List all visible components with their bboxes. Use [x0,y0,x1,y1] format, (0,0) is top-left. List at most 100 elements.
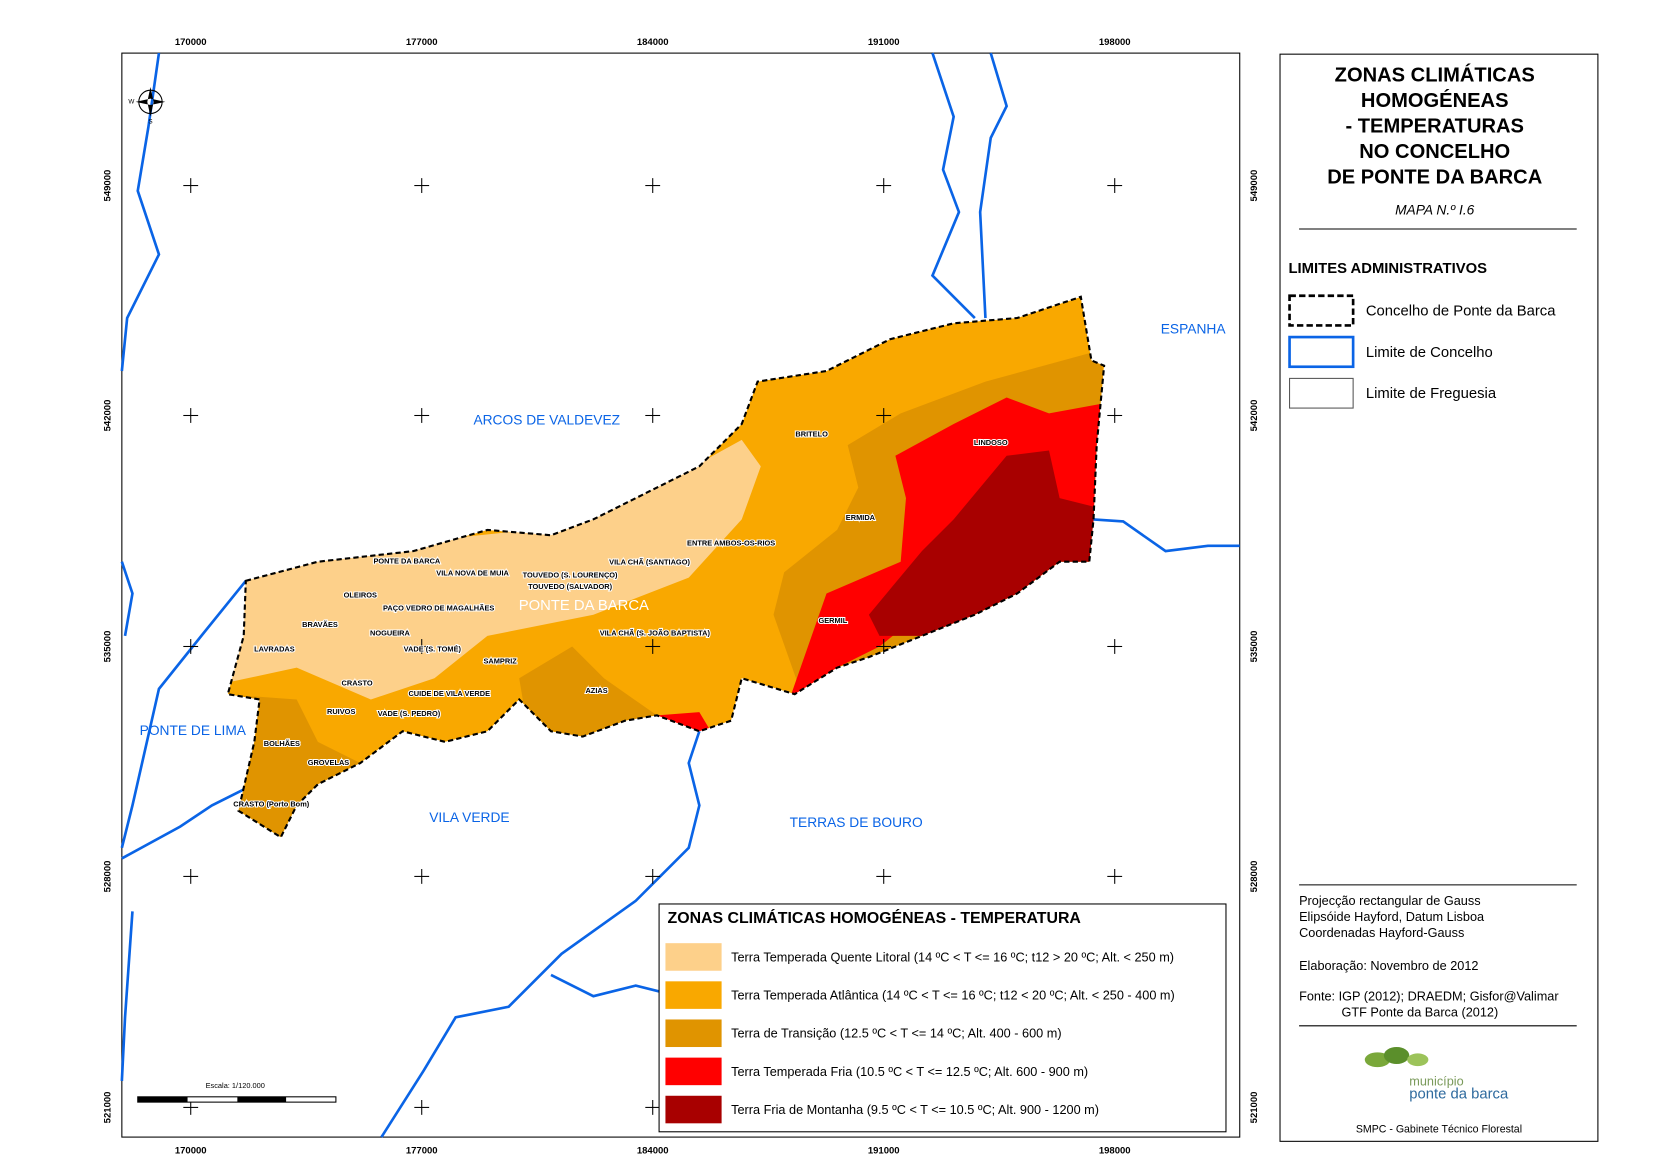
parish-label: LINDOSO [974,438,1008,447]
scale-bar: Escala: 1/120.000 [137,1081,337,1103]
region-label: TERRAS DE BOURO [790,815,923,830]
panel-title: - TEMPERATURAS [1345,116,1524,138]
zone-legend-label: Terra de Transição (12.5 ºC < T <= 14 ºC… [731,1026,1061,1041]
region-label: ESPANHA [1161,321,1227,336]
parish-label: RUIVOS [327,707,355,716]
y-coord-label: 521000 [1249,1092,1260,1124]
y-coord-label: 528000 [1249,861,1260,893]
side-panel [1279,53,1599,1142]
scale-label: Escala: 1/120.000 [206,1081,265,1090]
zone-area [227,439,761,700]
x-coord-label: 184000 [637,37,669,48]
x-coord-label: 170000 [175,37,207,48]
x-coord-label: 184000 [637,1145,669,1156]
zones-legend-box [658,903,1227,1133]
note: Projecção rectangular de Gauss [1299,893,1480,908]
region-label: ARCOS DE VALDEVEZ [473,412,620,427]
zone-swatch [665,1019,722,1048]
parish-label: BRAVÃES [302,620,338,629]
note: GTF Ponte da Barca (2012) [1341,1004,1498,1019]
parish-label: SAMPRIZ [483,656,517,665]
parish-label: PAÇO VEDRO DE MAGALHÃES [383,603,494,612]
region-label: PONTE DE LIMA [140,723,247,738]
logo-text: ponte da barca [1409,1087,1509,1103]
parish-label: VILA CHÃ (S. JOÃO BAPTISTA) [600,629,711,638]
zone-legend-label: Terra Temperada Quente Litoral (14 ºC < … [731,949,1174,964]
admin-title: LIMITES ADMINISTRATIVOS [1288,261,1487,277]
admin-swatch [1289,377,1354,409]
parish-label: NOGUEIRA [370,629,411,638]
admin-label: Limite de Freguesia [1366,386,1497,402]
footer: SMPC - Gabinete Técnico Florestal [1356,1123,1522,1135]
admin-label: Limite de Concelho [1366,345,1493,361]
parish-label: VADE (S. PEDRO) [378,709,441,718]
grid-crosses [183,178,1123,1115]
zone-area [868,450,1102,636]
y-coord-label: 549000 [1249,170,1260,202]
y-coord-label: 535000 [1249,631,1260,663]
parish-label: GROVELAS [308,758,350,767]
zone-swatch [665,1095,722,1124]
note: Elipsóide Hayford, Datum Lisboa [1299,909,1485,924]
parish-label: GERMIL [818,616,847,625]
municipality-outline [226,295,1106,839]
parish-label: VADE (S. TOMÉ) [404,645,462,654]
logo-mark [1364,1047,1429,1068]
zone-area [519,646,657,742]
parish-label: ENTRE AMBOS-OS-RIOS [687,539,775,548]
y-coord-label: 549000 [103,170,114,202]
y-coord-label: 535000 [103,631,114,663]
parish-label: BRITELO [795,430,828,439]
y-coord-label: 528000 [103,861,114,893]
parish-label: LAVRADAS [254,645,295,654]
parish-label: AZIAS [585,686,607,695]
x-coord-label: 170000 [175,1145,207,1156]
panel-title: HOMOGÉNEAS [1361,89,1509,112]
parish-label: VILA CHÃ (SANTIAGO) [609,558,690,567]
zone-legend-label: Terra Fria de Montanha (9.5 ºC < T <= 10… [731,1102,1099,1117]
region-label: VILA VERDE [429,810,509,825]
parish-label: TOUVEDO (SALVADOR) [528,582,612,591]
admin-label: Concelho de Ponte da Barca [1366,304,1556,320]
parish-label: BOLHÃES [264,739,300,748]
parish-label: CRASTO [342,679,373,688]
parish-label: ERMIDA [846,513,876,522]
parish-label: VILA NOVA DE MUIA [436,568,509,577]
y-coord-label: 542000 [1249,400,1260,432]
panel-title: NO CONCELHO [1359,141,1510,163]
zones-legend: Terra Temperada Quente Litoral (14 ºC < … [665,943,1175,1124]
compass: W S [128,87,166,126]
zone-swatch [665,1057,722,1086]
note: Elaboração: Novembro de 2012 [1299,958,1478,973]
x-coord-label: 177000 [406,37,438,48]
zone-swatch [665,981,722,1009]
compass-label: W [128,99,134,106]
logo-text: município [1409,1073,1463,1088]
zones-legend-title: ZONAS CLIMÁTICAS HOMOGÉNEAS - TEMPERATUR… [668,908,1082,927]
region-label: PONTE DA BARCA [519,598,649,614]
map-labels: 170000 170000 177000 177000 184000 184000 1910… [103,37,1261,1156]
zone-legend-label: Terra Temperada Fria (10.5 ºC < T <= 12.… [731,1064,1088,1079]
x-coord-label: 191000 [868,37,900,48]
y-coord-label: 521000 [103,1092,114,1124]
panel-title: ZONAS CLIMÁTICAS [1335,64,1535,87]
zone-area [227,694,361,838]
parish-label: CUIDE DE VILA VERDE [408,689,490,698]
compass-label: S [148,119,152,126]
zone-swatch [665,943,722,971]
note: Fonte: IGP (2012); DRAEDM; Gisfor@Valima… [1299,989,1559,1004]
x-coord-label: 198000 [1099,37,1131,48]
parish-label: PONTE DA BARCA [373,557,440,566]
parish-label: OLEIROS [344,591,377,600]
x-coord-label: 198000 [1099,1145,1131,1156]
x-coord-label: 191000 [868,1145,900,1156]
admin-swatch [1288,294,1355,327]
y-coord-label: 542000 [103,400,114,432]
parish-label: CRASTO (Porto Bom) [233,799,310,808]
admin-swatch [1288,335,1355,369]
note: Coordenadas Hayford-Gauss [1299,925,1464,940]
map-number: MAPA N.º I.6 [1395,203,1475,218]
x-coord-label: 177000 [406,1145,438,1156]
